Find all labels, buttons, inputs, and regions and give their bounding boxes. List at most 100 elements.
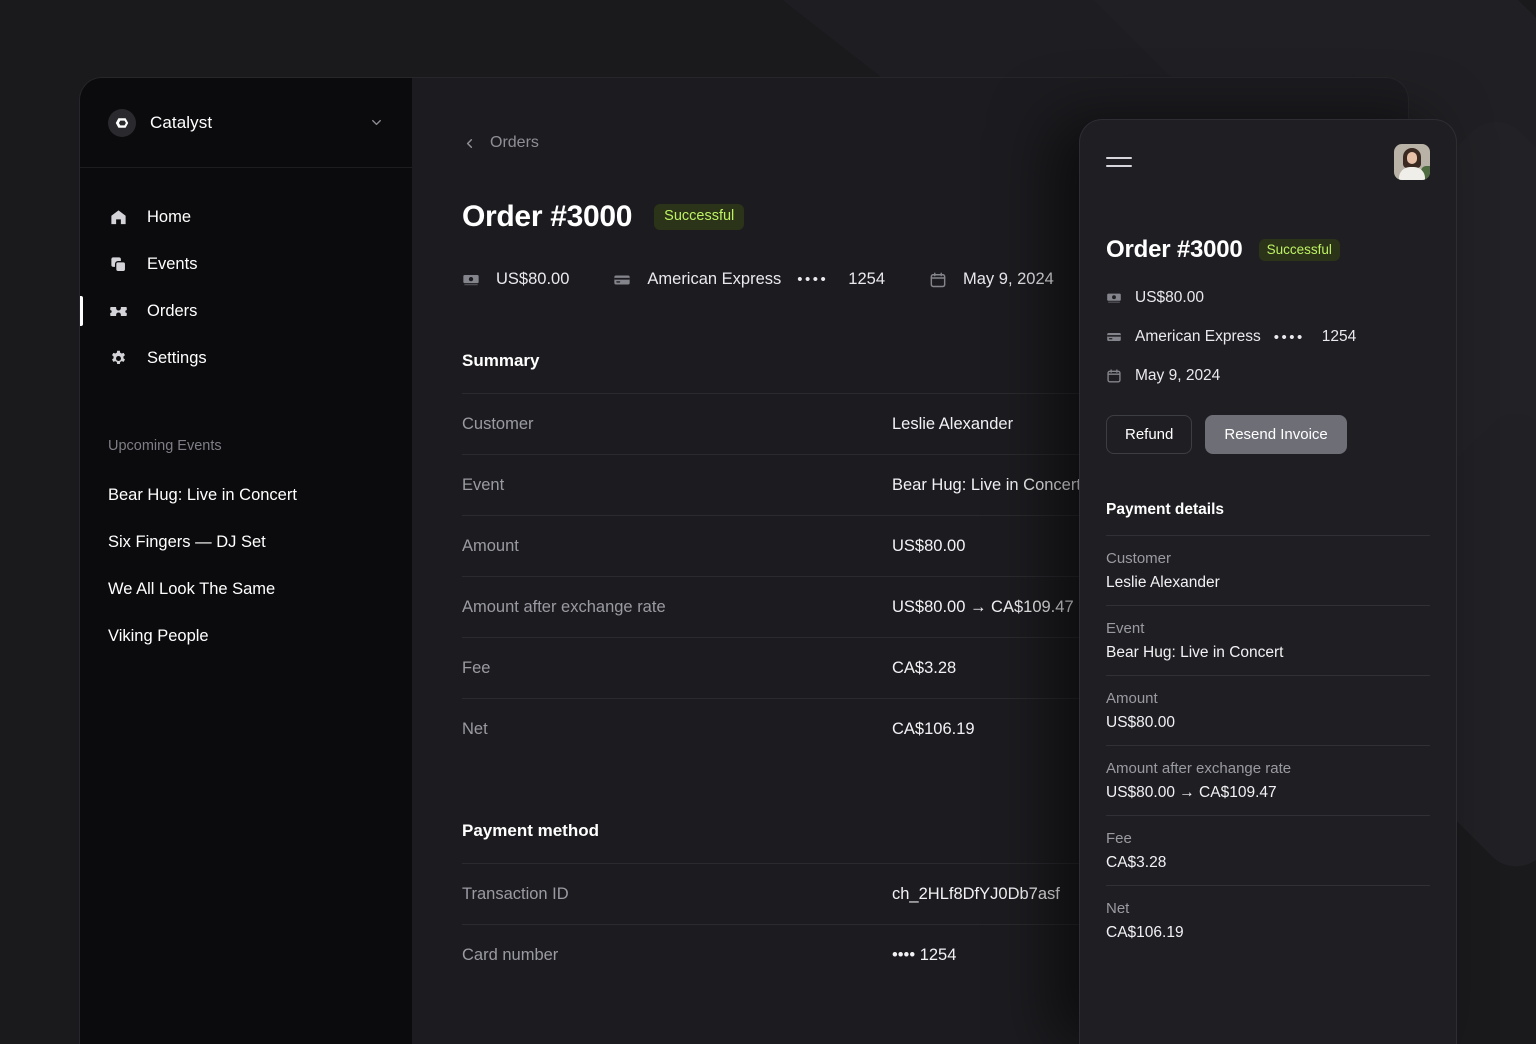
calendar-icon	[1106, 368, 1122, 384]
row-key: Fee	[462, 658, 491, 677]
mobile-header	[1106, 120, 1430, 180]
upcoming-events-list: Bear Hug: Live in Concert Six Fingers — …	[80, 472, 412, 660]
mobile-status-badge: Successful	[1258, 238, 1340, 262]
gear-icon	[108, 348, 129, 369]
table-row: Net CA$106.19	[462, 698, 1342, 759]
chevron-down-icon[interactable]	[369, 115, 384, 130]
card-last4: 1254	[848, 270, 886, 288]
row-key: Amount	[462, 536, 519, 555]
sidebar-event-item[interactable]: Viking People	[108, 627, 209, 645]
row-value: CA$106.19	[1106, 924, 1184, 941]
mobile-payment-details-list: Customer Leslie Alexander Event Bear Hug…	[1106, 535, 1430, 955]
mobile-preview-panel: Order #3000 Successful US$80.00 American…	[1080, 120, 1456, 1044]
chevron-left-icon	[462, 136, 477, 151]
sidebar-event-item[interactable]: We All Look The Same	[108, 580, 276, 598]
banknote-icon	[462, 271, 480, 289]
events-icon	[108, 254, 129, 275]
sidebar-item-home[interactable]: Home	[80, 194, 412, 241]
avatar[interactable]	[1394, 144, 1430, 180]
row-value: •••• 1254	[892, 945, 957, 964]
sidebar-item-settings[interactable]: Settings	[80, 335, 412, 382]
mobile-card-brand: American Express	[1135, 328, 1261, 345]
mobile-card-last4: 1254	[1321, 328, 1357, 345]
row-key: Amount after exchange rate	[1106, 760, 1292, 777]
resend-invoice-button[interactable]: Resend Invoice	[1205, 415, 1347, 454]
hamburger-menu-icon[interactable]	[1106, 157, 1132, 167]
list-item: Customer Leslie Alexander	[1106, 535, 1430, 605]
credit-card-icon	[613, 271, 631, 289]
order-amount-value: US$80.00	[496, 270, 570, 288]
order-date-value: May 9, 2024	[963, 270, 1054, 288]
order-header: Order #3000 Successful	[462, 200, 1408, 234]
mobile-amount-value: US$80.00	[1135, 289, 1204, 306]
sidebar-event-item[interactable]: Six Fingers — DJ Set	[108, 533, 266, 551]
list-item: Fee CA$3.28	[1106, 815, 1430, 885]
card-brand: American Express	[647, 270, 782, 288]
mobile-card-mask-dots: ••••	[1273, 328, 1305, 346]
mobile-date-value: May 9, 2024	[1135, 367, 1221, 384]
order-date: May 9, 2024	[929, 270, 1054, 289]
row-value: CA$3.28	[892, 658, 957, 677]
sidebar-item-label: Orders	[147, 302, 198, 320]
list-item: Net CA$106.19	[1106, 885, 1430, 955]
row-key: Event	[462, 475, 505, 494]
table-row: Event Bear Hug: Live in Concert	[462, 454, 1342, 515]
list-item: Amount US$80.00	[1106, 675, 1430, 745]
row-key: Amount	[1106, 690, 1158, 707]
row-value: US$80.00	[892, 536, 966, 555]
row-value: US$80.00 → CA$109.47	[1106, 784, 1277, 801]
mobile-order-header: Order #3000 Successful	[1106, 236, 1430, 264]
row-value: Leslie Alexander	[1106, 574, 1220, 591]
primary-nav: Home Events Orders Settings	[80, 168, 412, 382]
row-value: CA$3.28	[1106, 854, 1167, 871]
mobile-order-date: May 9, 2024	[1106, 367, 1430, 385]
credit-card-icon	[1106, 329, 1122, 345]
row-key: Customer	[1106, 550, 1172, 567]
sidebar-item-label: Events	[147, 255, 198, 273]
catalyst-hexagon-logo	[108, 108, 136, 137]
sidebar-event-item[interactable]: Bear Hug: Live in Concert	[108, 486, 297, 504]
table-row: Transaction ID ch_2HLf8DfYJ0Db7asf	[462, 863, 1342, 924]
mobile-action-buttons: Refund Resend Invoice	[1106, 415, 1430, 454]
sidebar-item-events[interactable]: Events	[80, 241, 412, 288]
sidebar-item-label: Settings	[147, 349, 207, 367]
mobile-order-card: American Express •••• 1254	[1106, 328, 1430, 346]
table-row: Card number •••• 1254	[462, 924, 1342, 985]
mobile-page-title: Order #3000	[1106, 236, 1243, 263]
breadcrumb-label: Orders	[490, 134, 539, 151]
card-mask-dots: ••••	[797, 271, 829, 288]
table-row: Amount US$80.00	[462, 515, 1342, 576]
list-item: Event Bear Hug: Live in Concert	[1106, 605, 1430, 675]
ticket-icon	[108, 301, 129, 322]
order-amount: US$80.00	[462, 270, 569, 289]
table-row: Fee CA$3.28	[462, 637, 1342, 698]
home-icon	[108, 207, 129, 228]
table-row: Customer Leslie Alexander	[462, 393, 1342, 454]
sidebar-section-title: Upcoming Events	[108, 438, 222, 454]
row-value: Leslie Alexander	[892, 414, 1014, 433]
row-value: US$80.00	[1106, 714, 1175, 731]
sidebar-item-label: Home	[147, 208, 192, 226]
row-value: Bear Hug: Live in Concert	[892, 475, 1081, 494]
order-card: American Express •••• 1254	[613, 270, 885, 289]
row-value: US$80.00 → CA$109.47	[892, 597, 1074, 616]
row-key: Net	[462, 719, 488, 738]
table-row: Amount after exchange rate US$80.00 → CA…	[462, 576, 1342, 637]
sidebar-item-orders[interactable]: Orders	[80, 288, 412, 335]
mobile-payment-details-title: Payment details	[1106, 501, 1225, 518]
workspace-switcher[interactable]: Catalyst	[80, 78, 412, 168]
row-key: Fee	[1106, 830, 1132, 847]
brand-name: Catalyst	[150, 112, 213, 132]
summary-section-title: Summary	[462, 351, 540, 370]
calendar-icon	[929, 271, 947, 289]
status-badge: Successful	[654, 204, 745, 230]
main-content: Orders Order #3000 Successful US$80.00 A…	[412, 78, 1408, 1044]
breadcrumb[interactable]: Orders	[462, 134, 1408, 152]
payment-method-section-title: Payment method	[462, 821, 599, 840]
row-key: Event	[1106, 620, 1145, 637]
summary-table: Customer Leslie Alexander Event Bear Hug…	[462, 393, 1342, 759]
refund-button[interactable]: Refund	[1106, 415, 1192, 454]
mobile-order-amount: US$80.00	[1106, 289, 1430, 307]
banknote-icon	[1106, 290, 1122, 306]
sidebar: Catalyst Home Events	[80, 78, 412, 1044]
